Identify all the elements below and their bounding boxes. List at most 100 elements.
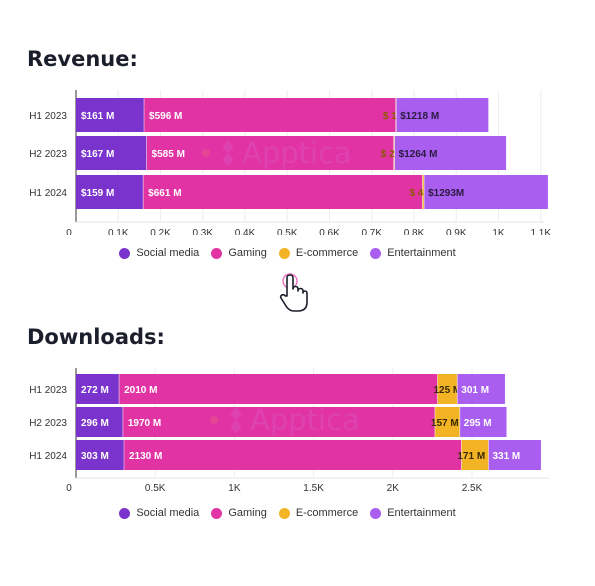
legend-marker xyxy=(370,247,382,259)
data-label: 2010 M xyxy=(124,385,157,396)
pointer-hand-icon xyxy=(279,273,308,312)
bar-segment xyxy=(146,136,394,170)
legend-label: Gaming xyxy=(228,247,267,259)
bar-segment xyxy=(434,407,460,437)
legend-marker xyxy=(278,507,290,519)
legend-label: E-commerce xyxy=(295,247,359,259)
watermark-text: Apptica xyxy=(250,403,360,437)
x-tick-label: 0.9K xyxy=(446,228,467,235)
legend-item[interactable]: Social media xyxy=(119,247,199,259)
x-tick-label: 0 xyxy=(66,228,72,235)
bar-segment xyxy=(123,440,462,470)
data-label: 301 M xyxy=(461,385,489,396)
bar-segment xyxy=(76,440,124,470)
bar-segment xyxy=(422,175,425,209)
legend-marker xyxy=(119,507,131,519)
data-label: $661 M xyxy=(148,188,181,199)
x-tick-label: 1.5K xyxy=(303,483,324,494)
data-label: $596 M xyxy=(149,111,182,122)
x-tick-label: 0.8K xyxy=(404,228,425,235)
legend-item[interactable]: E-commerce xyxy=(278,247,359,259)
legend-label: Social media xyxy=(136,507,200,519)
bar-segment xyxy=(437,374,458,404)
data-label: $167 M xyxy=(81,149,114,160)
bar-segment xyxy=(122,407,435,437)
watermark-dot-icon xyxy=(202,149,210,157)
category-label: H2 2023 xyxy=(29,149,67,160)
data-label: 295 M xyxy=(464,418,492,429)
x-tick-label: 0.2K xyxy=(150,228,171,235)
legend-label: Gaming xyxy=(228,507,267,519)
x-tick-label: 0.6K xyxy=(319,228,340,235)
data-label: 272 M xyxy=(81,385,109,396)
x-tick-label: 2K xyxy=(387,483,400,494)
revenue-legend: Social media Gaming E-commerce Entertainmen… xyxy=(0,247,575,259)
x-tick-label: 0 xyxy=(66,483,72,494)
category-label: H1 2024 xyxy=(29,451,67,462)
bar-segment xyxy=(459,407,507,437)
data-label: $ 4 xyxy=(409,188,423,199)
legend-item[interactable]: Gaming xyxy=(211,247,267,259)
legend-item[interactable]: E-commerce xyxy=(278,507,359,519)
legend-marker xyxy=(211,247,223,259)
data-label: 157 M xyxy=(431,418,459,429)
bar-segment xyxy=(76,374,120,404)
bar-segment xyxy=(143,175,423,209)
data-label: 331 M xyxy=(492,451,520,462)
legend-marker xyxy=(370,507,382,519)
data-label: $1293M xyxy=(428,188,464,199)
x-tick-label: 0.1K xyxy=(108,228,129,235)
bar-segment xyxy=(76,175,144,209)
bar-segment xyxy=(76,407,123,437)
data-label: 125 M xyxy=(433,385,461,396)
legend-item[interactable]: Gaming xyxy=(211,507,267,519)
category-label: H1 2023 xyxy=(29,385,67,396)
legend-marker xyxy=(278,247,290,259)
data-label: $161 M xyxy=(81,111,114,122)
data-label: 303 M xyxy=(81,451,109,462)
x-tick-label: 0.7K xyxy=(361,228,382,235)
x-tick-label: 1K xyxy=(492,228,505,235)
apptica-logo-icon xyxy=(230,407,242,433)
data-label: $1218 M xyxy=(400,111,439,122)
downloads-legend: Social media Gaming E-commerce Entertainmen… xyxy=(0,507,575,519)
legend-label: Social media xyxy=(136,247,200,259)
bar-segment xyxy=(76,136,147,170)
bar-segment xyxy=(424,175,548,209)
apptica-logo-icon xyxy=(222,140,234,166)
category-label: H2 2023 xyxy=(29,418,67,429)
legend-item[interactable]: Social media xyxy=(119,507,199,519)
bar-segment xyxy=(144,98,396,132)
data-label: $585 M xyxy=(152,149,185,160)
bar-segment xyxy=(461,440,489,470)
bar-segment xyxy=(76,98,145,132)
data-label: $ 1 xyxy=(383,111,397,122)
legend-label: Entertainment xyxy=(387,507,456,519)
legend-label: E-commerce xyxy=(295,507,359,519)
category-label: H1 2024 xyxy=(29,188,67,199)
x-tick-label: 1.1K xyxy=(530,228,551,235)
x-tick-label: 0.5K xyxy=(277,228,298,235)
data-label: 2130 M xyxy=(129,451,162,462)
x-tick-label: 0.5K xyxy=(145,483,166,494)
data-label: $159 M xyxy=(81,188,114,199)
legend-item[interactable]: Entertainment xyxy=(370,507,456,519)
legend-label: Entertainment xyxy=(387,247,456,259)
x-tick-label: 0.3K xyxy=(192,228,213,235)
downloads-chart: 0 0.5K 1K 1.5K 2K 2.5K H1 2023 272 M 2010 M 125 M… xyxy=(29,368,549,494)
data-label: $ 2 xyxy=(381,149,395,160)
x-tick-label: 1K xyxy=(228,483,241,494)
x-tick-label: 0.4K xyxy=(235,228,256,235)
data-label: 171 M xyxy=(457,451,485,462)
revenue-title: Revenue: xyxy=(27,47,138,71)
apptica-watermark: Apptica xyxy=(202,136,352,170)
watermark-text: Apptica xyxy=(242,136,352,170)
bar-segment xyxy=(119,374,438,404)
apptica-watermark: Apptica xyxy=(210,403,360,437)
legend-item[interactable]: Entertainment xyxy=(370,247,456,259)
legend-marker xyxy=(211,507,223,519)
revenue-chart: 0 0.1K 0.2K 0.3K 0.4K 0.5K 0.6K 0.7K 0.8K 0.9K 1K 1… xyxy=(29,90,551,235)
category-label: H1 2023 xyxy=(29,111,67,122)
bar-segment xyxy=(457,374,505,404)
data-label: 1970 M xyxy=(128,418,161,429)
